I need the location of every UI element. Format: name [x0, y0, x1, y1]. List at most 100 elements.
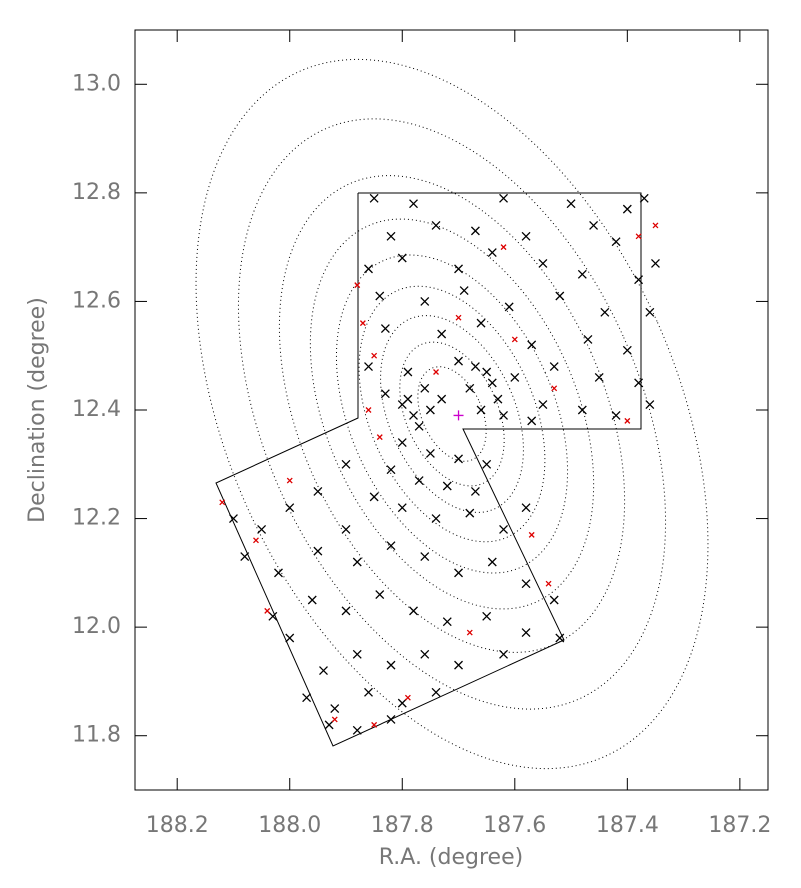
point — [431, 220, 441, 230]
point — [386, 231, 396, 241]
point — [264, 607, 271, 614]
point — [652, 222, 659, 229]
x-axis-label: R.A. (degree) — [379, 845, 523, 870]
point — [229, 514, 238, 524]
point — [257, 524, 267, 534]
point — [538, 400, 548, 410]
point — [594, 372, 604, 382]
x-tick-label: 187.2 — [708, 813, 771, 838]
point — [521, 628, 531, 638]
point — [425, 448, 435, 458]
x-tick-label: 187.8 — [371, 813, 434, 838]
point — [442, 481, 452, 491]
point — [330, 704, 340, 714]
point — [499, 524, 509, 534]
point — [482, 611, 492, 621]
contour — [335, 254, 569, 574]
point — [521, 231, 531, 241]
point — [500, 244, 507, 251]
point — [476, 318, 486, 328]
y-tick-label: 12.0 — [72, 614, 121, 639]
point — [352, 725, 362, 735]
point — [555, 291, 565, 301]
point — [359, 320, 366, 327]
point — [409, 199, 418, 209]
point — [219, 499, 226, 506]
point — [476, 405, 486, 415]
point — [397, 253, 407, 263]
contour — [380, 315, 524, 513]
x-tick-label: 188.2 — [146, 813, 209, 838]
point — [454, 356, 463, 366]
point — [371, 721, 378, 728]
point — [454, 568, 463, 578]
point — [425, 405, 435, 415]
point — [403, 367, 413, 377]
point — [482, 459, 492, 469]
point — [527, 340, 537, 350]
point — [487, 557, 497, 567]
point — [527, 416, 537, 426]
x-tick-label: 187.6 — [483, 813, 546, 838]
point — [549, 362, 559, 372]
point — [470, 362, 480, 372]
point — [470, 226, 480, 236]
y-tick-label: 12.6 — [72, 288, 121, 313]
point — [470, 486, 480, 496]
point — [577, 269, 587, 279]
y-tick-label: 12.4 — [72, 397, 121, 422]
point — [364, 687, 373, 697]
point — [285, 633, 295, 643]
point — [600, 307, 610, 317]
contour — [195, 58, 709, 770]
point — [313, 546, 323, 556]
point — [364, 264, 373, 274]
point — [455, 314, 462, 321]
contour — [278, 175, 626, 653]
point — [420, 296, 430, 306]
y-tick-label: 12.8 — [72, 180, 121, 205]
point — [487, 378, 497, 388]
point — [551, 385, 558, 392]
point — [302, 693, 312, 703]
y-tick-label: 11.8 — [72, 723, 121, 748]
y-tick-label: 12.2 — [72, 506, 121, 531]
point — [431, 514, 441, 524]
point — [622, 204, 632, 214]
point — [352, 649, 362, 659]
point — [499, 649, 509, 659]
point — [487, 248, 497, 258]
point — [285, 503, 295, 513]
point — [639, 193, 649, 203]
point — [341, 459, 351, 469]
point — [466, 629, 473, 636]
point — [420, 649, 430, 659]
point — [324, 720, 334, 730]
point — [386, 541, 396, 551]
contour — [309, 218, 595, 610]
point — [499, 410, 509, 420]
point — [538, 258, 548, 268]
contour — [237, 118, 667, 710]
point — [386, 465, 396, 475]
contour — [399, 341, 505, 487]
point — [354, 282, 361, 289]
point — [459, 286, 469, 296]
point — [493, 394, 503, 404]
point — [380, 324, 390, 334]
point — [454, 264, 463, 274]
point — [528, 531, 535, 538]
point — [397, 438, 407, 448]
point — [442, 617, 452, 627]
point — [504, 302, 514, 312]
point — [420, 383, 430, 393]
point — [375, 590, 385, 600]
point — [414, 476, 424, 486]
point — [510, 372, 520, 382]
point — [341, 524, 351, 534]
point — [240, 552, 250, 562]
point — [545, 580, 552, 587]
point — [622, 345, 632, 355]
point — [433, 369, 439, 375]
point — [380, 389, 390, 399]
